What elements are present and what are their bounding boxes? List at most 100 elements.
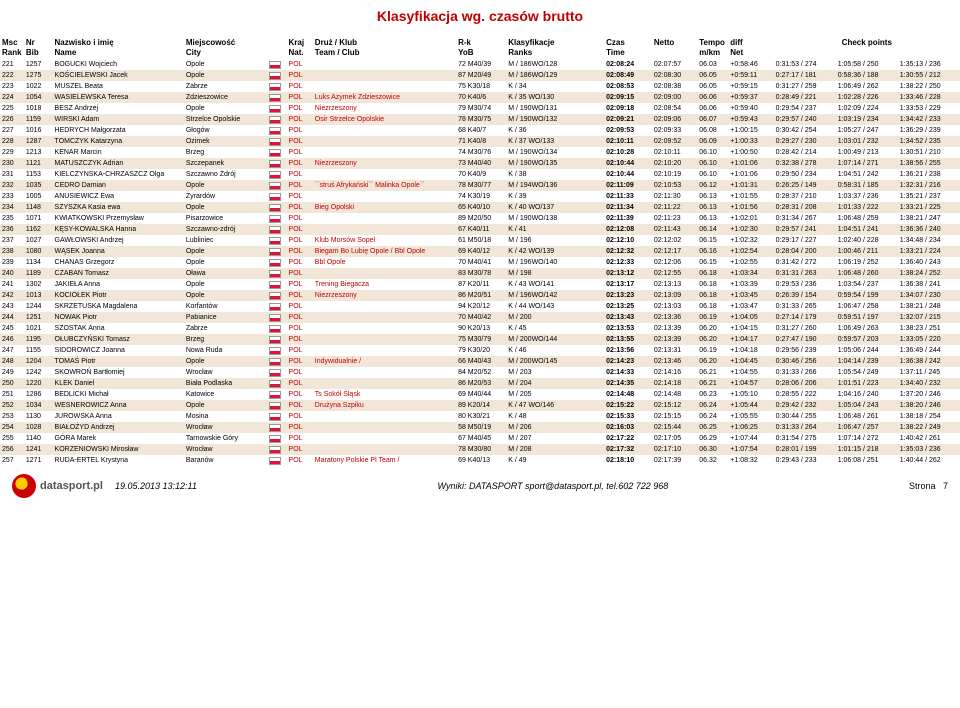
cell: 1:33:46 / 228 <box>898 92 960 103</box>
cell: 02:09:00 <box>652 92 697 103</box>
cell: 1241 <box>24 444 53 455</box>
cell: Nowa Ruda <box>184 345 268 356</box>
cell <box>267 70 286 81</box>
cell: 0:29:53 / 236 <box>774 279 836 290</box>
cell: 1:37:11 / 245 <box>898 367 960 378</box>
cell: 06.24 <box>697 411 728 422</box>
cell <box>267 356 286 367</box>
cell: Luks Azymek Zdzieszowice <box>313 92 456 103</box>
table-row: 2511286BEDLICKI MichałKatowicePOLTs Sokó… <box>0 389 960 400</box>
cell <box>267 334 286 345</box>
cell: 1:03:19 / 234 <box>836 114 898 125</box>
cell: 02:08:24 <box>604 59 652 70</box>
cell <box>578 136 604 147</box>
cell: M / 194WO/136 <box>506 180 578 191</box>
table-row: 2391134CHANAS GrzegorzOpolePOLBbl Opole7… <box>0 257 960 268</box>
cell: POL <box>287 268 313 279</box>
cell: KOŚCIELEWSKI Jacek <box>53 70 184 81</box>
cell: POL <box>287 389 313 400</box>
cell: 02:12:06 <box>652 257 697 268</box>
cell: JAKIEŁA Anna <box>53 279 184 290</box>
cell: 228 <box>0 136 24 147</box>
cell: 1:01:15 / 218 <box>836 444 898 455</box>
cell: 06.16 <box>697 246 728 257</box>
cell: 02:13:13 <box>652 279 697 290</box>
cell: 06.24 <box>697 400 728 411</box>
cell: 1:05:27 / 247 <box>836 125 898 136</box>
cell: 02:10:19 <box>652 169 697 180</box>
table-row: 2551140GÓRA MarekTarnowskie GóryPOL67 M4… <box>0 433 960 444</box>
cell: 0:29:50 / 234 <box>774 169 836 180</box>
cell: Brzeg <box>184 147 268 158</box>
cell: POL <box>287 213 313 224</box>
cell: 1:33:21 / 224 <box>898 246 960 257</box>
cell: 0:31:33 / 265 <box>774 301 836 312</box>
cell: CHANAS Grzegorz <box>53 257 184 268</box>
cell: SKRZETUSKA Magdalena <box>53 301 184 312</box>
cell: 79 M30/74 <box>456 103 506 114</box>
cell: POL <box>287 169 313 180</box>
cell: POL <box>287 257 313 268</box>
cell: 06.13 <box>697 191 728 202</box>
cell: +1:05:55 <box>728 411 773 422</box>
cell: 02:12:32 <box>604 246 652 257</box>
flag-icon <box>269 83 281 91</box>
cell: 06.09 <box>697 136 728 147</box>
cell: 02:17:39 <box>652 455 697 466</box>
cell: M / 198 <box>506 268 578 279</box>
cell: M / 200WO/145 <box>506 356 578 367</box>
cell: 0:30:42 / 254 <box>774 125 836 136</box>
cell: Opole <box>184 279 268 290</box>
cell: 06.25 <box>697 422 728 433</box>
cell: Katowice <box>184 389 268 400</box>
flag-icon <box>269 391 281 399</box>
cell: +1:01:06 <box>728 158 773 169</box>
flag-icon <box>269 149 281 157</box>
cell: 1:06:48 / 260 <box>836 268 898 279</box>
cell: 70 M40/41 <box>456 257 506 268</box>
cell: KWIATKOWSKI Przemysław <box>53 213 184 224</box>
cell: 1:34:07 / 230 <box>898 290 960 301</box>
cell: POL <box>287 235 313 246</box>
cell: M / 186WO/129 <box>506 70 578 81</box>
table-row: 2241054WASIELEWSKA TeresaZdzieszowicePOL… <box>0 92 960 103</box>
cell: 0:26:39 / 154 <box>774 290 836 301</box>
cell: 02:13:09 <box>652 290 697 301</box>
cell: POL <box>287 136 313 147</box>
cell <box>578 367 604 378</box>
cell: 1:34:48 / 234 <box>898 235 960 246</box>
cell: 02:12:17 <box>652 246 697 257</box>
cell: 225 <box>0 103 24 114</box>
cell: 06.13 <box>697 202 728 213</box>
cell: Bieg Opolski <box>313 202 456 213</box>
cell <box>313 125 456 136</box>
cell: 0:30:44 / 255 <box>774 411 836 422</box>
cell: 1:33:53 / 229 <box>898 103 960 114</box>
flag-icon <box>269 336 281 344</box>
cell: Opole <box>184 70 268 81</box>
cell: 0:29:57 / 241 <box>774 224 836 235</box>
cell: 69 K40/13 <box>456 455 506 466</box>
cell: 1:03:54 / 237 <box>836 279 898 290</box>
cell <box>578 378 604 389</box>
cell: +1:04:55 <box>728 367 773 378</box>
flag-icon <box>269 215 281 223</box>
cell: +1:02:32 <box>728 235 773 246</box>
cell <box>313 367 456 378</box>
flag-icon <box>269 380 281 388</box>
cell: 0:32:38 / 278 <box>774 158 836 169</box>
cell: M / 196 <box>506 235 578 246</box>
cell <box>578 246 604 257</box>
cell: Oława <box>184 268 268 279</box>
cell: 02:09:15 <box>604 92 652 103</box>
cell: 83 M30/78 <box>456 268 506 279</box>
cell: KIELCZYNSKA-CHRZASZCZ Olga <box>53 169 184 180</box>
cell: M / 190WO/138 <box>506 213 578 224</box>
cell: MUSZEL Beata <box>53 81 184 92</box>
cell: 84 M20/52 <box>456 367 506 378</box>
cell: 02:10:44 <box>604 169 652 180</box>
cell: 1:32:31 / 216 <box>898 180 960 191</box>
cell: ANUSIEWICZ Ewa <box>53 191 184 202</box>
cell: 1286 <box>24 389 53 400</box>
cell <box>578 455 604 466</box>
